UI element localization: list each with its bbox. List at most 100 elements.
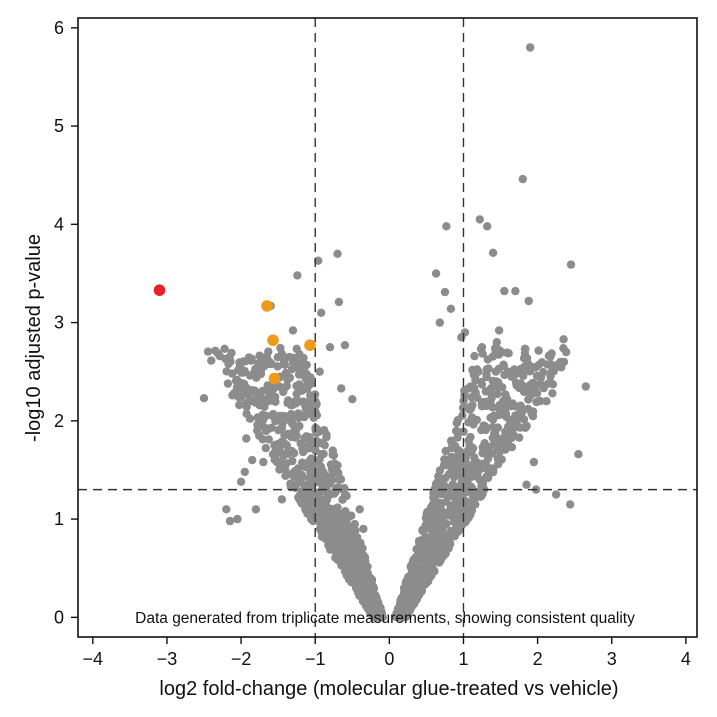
data-point bbox=[478, 448, 487, 458]
data-point bbox=[511, 286, 520, 296]
data-point bbox=[407, 602, 416, 611]
data-point bbox=[245, 371, 255, 380]
moderate-hit-point bbox=[268, 372, 281, 385]
data-point bbox=[302, 432, 311, 441]
y-tick-label: 3 bbox=[54, 313, 64, 333]
data-point bbox=[301, 373, 310, 383]
data-point bbox=[291, 399, 300, 408]
data-point bbox=[295, 494, 305, 504]
data-point bbox=[317, 450, 326, 459]
axis-ticks: −4 −3 −2 −1 0 1 2 3 4 0 1 2 3 4 5 6 bbox=[54, 18, 691, 669]
data-point bbox=[494, 326, 504, 335]
data-point bbox=[520, 362, 529, 371]
data-point bbox=[264, 435, 273, 444]
data-point bbox=[562, 347, 571, 357]
x-tick-label: 1 bbox=[458, 649, 468, 669]
moderate-hit-point bbox=[261, 300, 273, 312]
data-point bbox=[322, 430, 331, 439]
data-point bbox=[261, 443, 270, 453]
x-tick-label: −4 bbox=[83, 649, 104, 669]
data-point bbox=[440, 287, 450, 297]
data-point bbox=[539, 368, 548, 377]
data-point bbox=[466, 382, 475, 391]
data-point bbox=[248, 455, 257, 465]
data-point bbox=[308, 481, 317, 491]
data-point bbox=[264, 396, 274, 406]
x-tick-label: 2 bbox=[533, 649, 543, 669]
data-point bbox=[483, 222, 492, 231]
data-point bbox=[340, 341, 350, 350]
y-axis-title: -log10 adjusted p-value bbox=[23, 234, 45, 442]
data-point bbox=[484, 471, 493, 481]
data-point bbox=[349, 565, 358, 575]
data-point bbox=[546, 371, 555, 381]
data-point bbox=[223, 379, 233, 388]
data-point bbox=[516, 405, 525, 414]
data-point bbox=[282, 448, 291, 458]
data-point bbox=[439, 550, 448, 560]
data-point bbox=[295, 350, 304, 359]
data-point bbox=[451, 466, 460, 475]
data-point bbox=[275, 382, 284, 391]
data-point bbox=[255, 351, 264, 360]
data-point bbox=[427, 564, 437, 574]
data-point bbox=[491, 346, 500, 355]
data-point bbox=[370, 594, 379, 604]
data-point bbox=[281, 370, 290, 379]
data-point bbox=[546, 352, 555, 361]
data-point bbox=[315, 367, 324, 376]
data-point bbox=[314, 427, 323, 436]
data-point bbox=[436, 533, 446, 542]
data-point bbox=[435, 318, 444, 327]
data-point bbox=[242, 434, 251, 443]
data-point bbox=[574, 450, 583, 459]
y-tick-label: 6 bbox=[54, 18, 64, 38]
data-point bbox=[529, 387, 539, 396]
data-point bbox=[477, 481, 486, 490]
data-point bbox=[255, 362, 264, 371]
data-point bbox=[222, 505, 231, 514]
x-axis-title: log2 fold-change (molecular glue-treated… bbox=[159, 678, 618, 700]
data-point bbox=[467, 393, 476, 402]
data-point bbox=[489, 465, 498, 474]
data-point bbox=[304, 441, 314, 450]
data-point bbox=[403, 583, 412, 592]
data-point bbox=[416, 553, 425, 562]
data-point bbox=[431, 269, 441, 278]
data-point bbox=[326, 504, 335, 514]
data-point bbox=[231, 376, 241, 385]
data-point bbox=[321, 534, 330, 543]
data-point bbox=[257, 393, 266, 403]
data-point bbox=[239, 379, 249, 389]
data-point bbox=[317, 496, 326, 506]
data-point bbox=[316, 462, 326, 471]
data-point bbox=[203, 347, 213, 356]
data-point bbox=[477, 425, 486, 435]
data-point bbox=[255, 419, 264, 428]
data-point bbox=[316, 438, 326, 448]
data-point bbox=[228, 391, 237, 400]
data-point bbox=[464, 468, 474, 477]
data-point bbox=[503, 367, 513, 376]
data-point bbox=[543, 360, 552, 369]
data-point bbox=[354, 580, 363, 590]
data-point bbox=[222, 367, 231, 376]
data-point bbox=[536, 379, 545, 388]
data-point bbox=[534, 360, 544, 370]
data-point bbox=[362, 563, 371, 572]
y-tick-label: 4 bbox=[54, 214, 64, 234]
threshold-lines bbox=[78, 18, 697, 637]
data-point bbox=[277, 495, 287, 504]
data-point bbox=[283, 414, 292, 423]
data-point bbox=[434, 472, 443, 481]
data-point bbox=[476, 377, 486, 387]
data-point bbox=[470, 351, 479, 361]
data-point bbox=[345, 527, 355, 537]
data-point bbox=[460, 500, 469, 510]
data-point bbox=[444, 530, 454, 540]
data-point bbox=[293, 271, 302, 280]
data-point bbox=[282, 470, 291, 480]
data-point bbox=[469, 367, 479, 376]
x-tick-label: −1 bbox=[305, 649, 326, 669]
data-point bbox=[333, 249, 342, 258]
